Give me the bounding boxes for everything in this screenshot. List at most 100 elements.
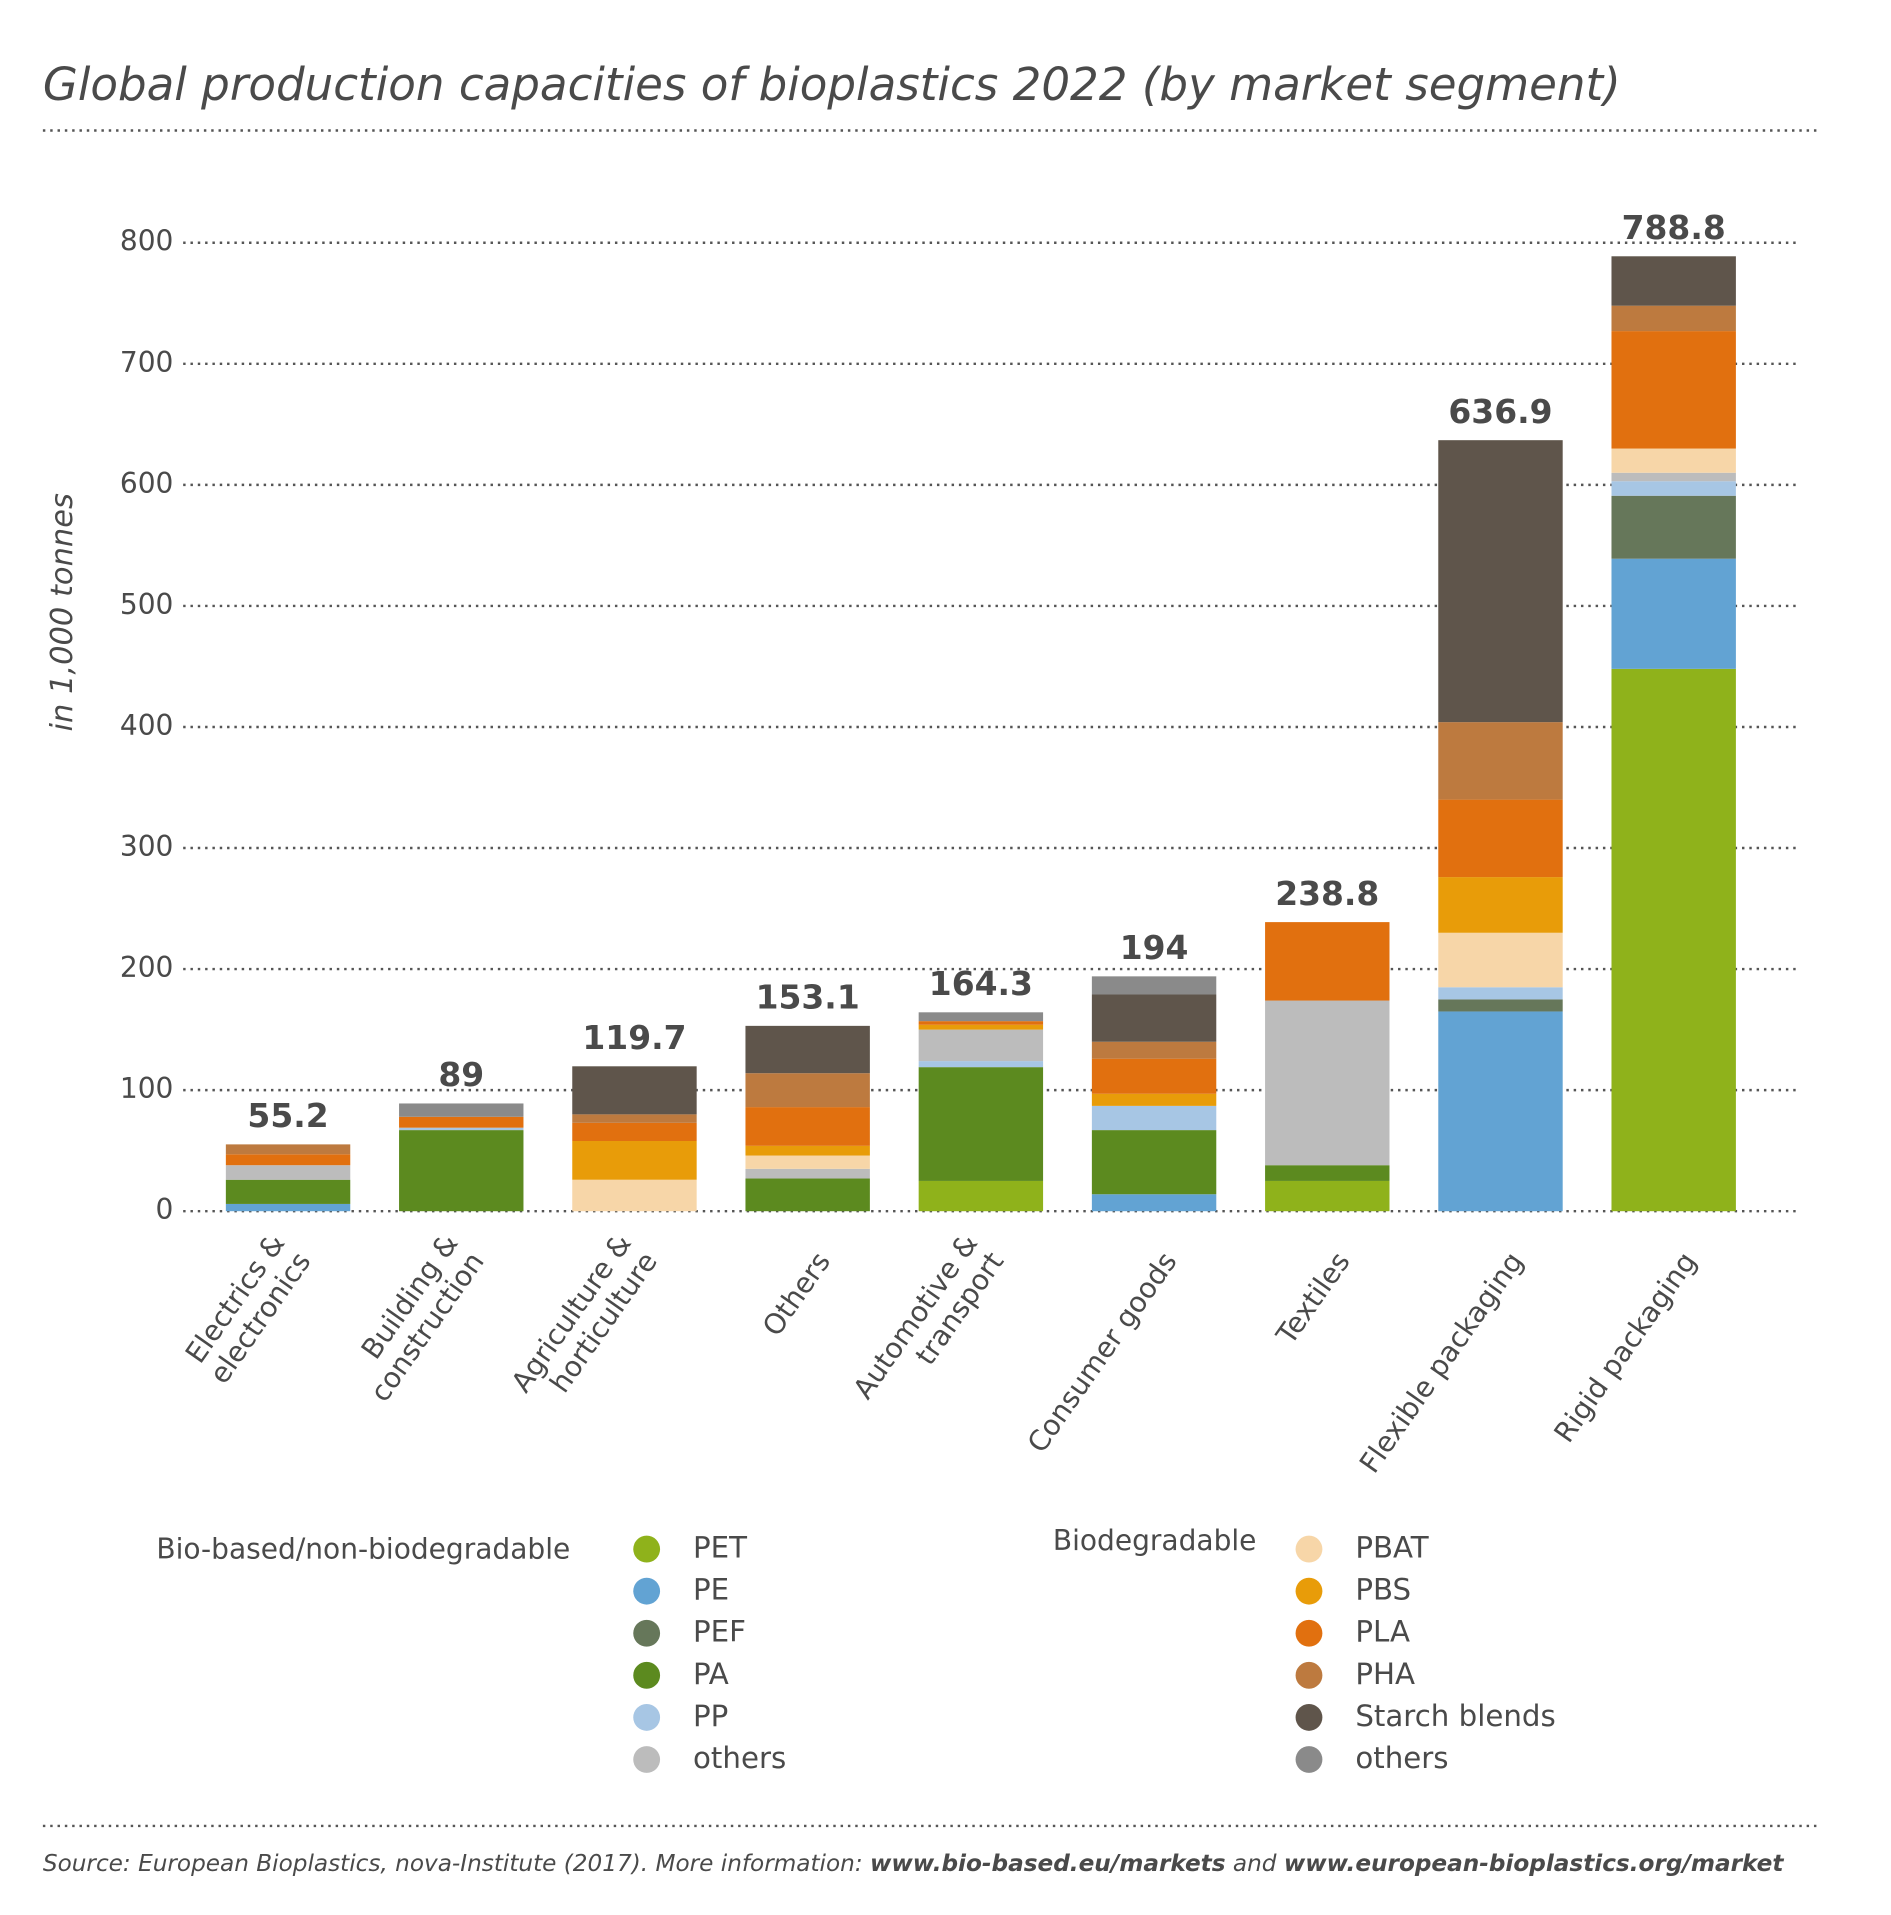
y-tick-label: 500 bbox=[120, 588, 174, 621]
legend-marker bbox=[633, 1703, 661, 1731]
bar-segment bbox=[1611, 331, 1736, 449]
y-tick-label: 400 bbox=[120, 709, 174, 742]
y-axis-label: in 1,000 tonnes bbox=[45, 493, 80, 731]
y-tick-label: 600 bbox=[120, 467, 174, 500]
bar-segment bbox=[745, 1168, 870, 1179]
legend-label: PA bbox=[693, 1657, 729, 1691]
bar-segment bbox=[225, 1165, 351, 1180]
bar-segment bbox=[1265, 1165, 1390, 1181]
bar-segment bbox=[1438, 987, 1563, 1000]
bar-segment bbox=[918, 1180, 1044, 1212]
bar-segment bbox=[572, 1122, 697, 1141]
legend-label: others bbox=[1355, 1741, 1448, 1775]
bar-segment bbox=[399, 1116, 524, 1128]
bar-segment bbox=[572, 1114, 697, 1123]
legend-marker bbox=[1295, 1619, 1323, 1647]
bar-segment bbox=[745, 1025, 870, 1074]
bar-segment bbox=[745, 1073, 870, 1108]
bar-segment bbox=[918, 1029, 1044, 1062]
bar-segment bbox=[745, 1145, 870, 1156]
legend-label: PEF bbox=[693, 1615, 746, 1649]
bar-segment bbox=[399, 1130, 524, 1212]
bar-segment bbox=[572, 1179, 697, 1212]
bar-segment bbox=[918, 1012, 1044, 1022]
x-tick-label: Textiles bbox=[1269, 1246, 1356, 1351]
bar-segment bbox=[1091, 1105, 1217, 1131]
legend-marker bbox=[1295, 1577, 1323, 1605]
bar-segment bbox=[1438, 722, 1563, 800]
bar-segment bbox=[225, 1179, 351, 1204]
bar-segment bbox=[1438, 877, 1563, 933]
total-label: 55.2 bbox=[247, 1096, 328, 1135]
chart-title: Global production capacities of bioplast… bbox=[43, 58, 1621, 111]
bar-segment bbox=[1265, 1180, 1390, 1212]
total-label: 153.1 bbox=[756, 978, 860, 1017]
bar-segment bbox=[918, 1024, 1044, 1030]
legend-label: PBAT bbox=[1355, 1531, 1428, 1565]
bar-segment bbox=[1611, 448, 1736, 473]
source-part: www.european-bioplastics.org/market bbox=[1284, 1849, 1784, 1876]
bar-segment bbox=[1611, 668, 1736, 1212]
x-tick-label: Building &construction bbox=[338, 1228, 491, 1408]
bar-segment bbox=[1611, 495, 1736, 559]
legend-label: Starch blends bbox=[1355, 1699, 1555, 1733]
legend-marker bbox=[1295, 1535, 1323, 1563]
legend-marker bbox=[633, 1746, 661, 1773]
bar-segment bbox=[1091, 1058, 1217, 1094]
source-part: Source: European Bioplastics, nova-Insti… bbox=[43, 1849, 870, 1876]
total-label: 238.8 bbox=[1275, 874, 1379, 913]
bar-segment bbox=[1091, 976, 1217, 995]
source-part: and bbox=[1226, 1849, 1284, 1876]
legend-label: PLA bbox=[1355, 1615, 1410, 1649]
total-label: 164.3 bbox=[929, 964, 1033, 1003]
bar-segment bbox=[1611, 472, 1736, 482]
bar-segment bbox=[1091, 1130, 1217, 1195]
bar-segment bbox=[1611, 305, 1736, 332]
bar-segment bbox=[745, 1107, 870, 1146]
x-tick-label: Agriculture &horticulture bbox=[505, 1228, 664, 1417]
legend-label: others bbox=[693, 1741, 786, 1775]
bar-segment bbox=[1438, 999, 1563, 1012]
bar-segment bbox=[1438, 932, 1563, 988]
bar-segment bbox=[1438, 1011, 1563, 1212]
y-tick-label: 700 bbox=[120, 346, 174, 379]
total-label: 119.7 bbox=[582, 1018, 686, 1057]
y-tick-label: 300 bbox=[120, 830, 174, 863]
bar-segment bbox=[918, 1061, 1044, 1068]
y-tick-label: 100 bbox=[120, 1072, 174, 1105]
source-part: www.bio-based.eu/markets bbox=[870, 1849, 1226, 1876]
bar-segment bbox=[1265, 922, 1390, 1001]
legend-marker bbox=[633, 1619, 661, 1647]
x-tick-label: Flexible packaging bbox=[1353, 1246, 1530, 1479]
bar-segment bbox=[918, 1067, 1044, 1181]
total-label: 194 bbox=[1120, 928, 1189, 967]
y-tick-label: 200 bbox=[120, 951, 174, 984]
x-tick-label: Rigid packaging bbox=[1547, 1246, 1703, 1449]
legend-marker bbox=[1295, 1703, 1323, 1731]
y-tick-label: 0 bbox=[156, 1193, 174, 1226]
bar-segment bbox=[1611, 256, 1736, 306]
bar-segment bbox=[1265, 1000, 1390, 1166]
legend-label: PE bbox=[693, 1573, 729, 1607]
x-tick-label: Others bbox=[756, 1246, 837, 1342]
legend-label: PP bbox=[693, 1699, 728, 1733]
x-tick-label: Electrics &electronics bbox=[177, 1228, 317, 1390]
y-tick-label: 800 bbox=[120, 225, 174, 258]
legend-label: PET bbox=[693, 1531, 747, 1565]
legend-title: Biodegradable bbox=[1053, 1524, 1257, 1557]
x-tick-label: Automotive &transport bbox=[847, 1228, 1011, 1423]
bar-segment bbox=[572, 1140, 697, 1180]
bar-segment bbox=[399, 1103, 524, 1117]
legend-marker bbox=[1295, 1661, 1323, 1689]
legend-marker bbox=[633, 1535, 661, 1563]
source: Source: European Bioplastics, nova-Insti… bbox=[43, 1849, 1784, 1876]
total-label: 788.8 bbox=[1622, 208, 1726, 247]
bar-segment bbox=[745, 1155, 870, 1169]
bar-segment bbox=[1611, 481, 1736, 496]
bar-segment bbox=[225, 1144, 351, 1155]
bar-segment bbox=[1091, 994, 1217, 1042]
bar-segment bbox=[572, 1066, 697, 1115]
total-label: 636.9 bbox=[1448, 392, 1552, 431]
legend-title: Bio-based/non-biodegradable bbox=[156, 1532, 570, 1565]
